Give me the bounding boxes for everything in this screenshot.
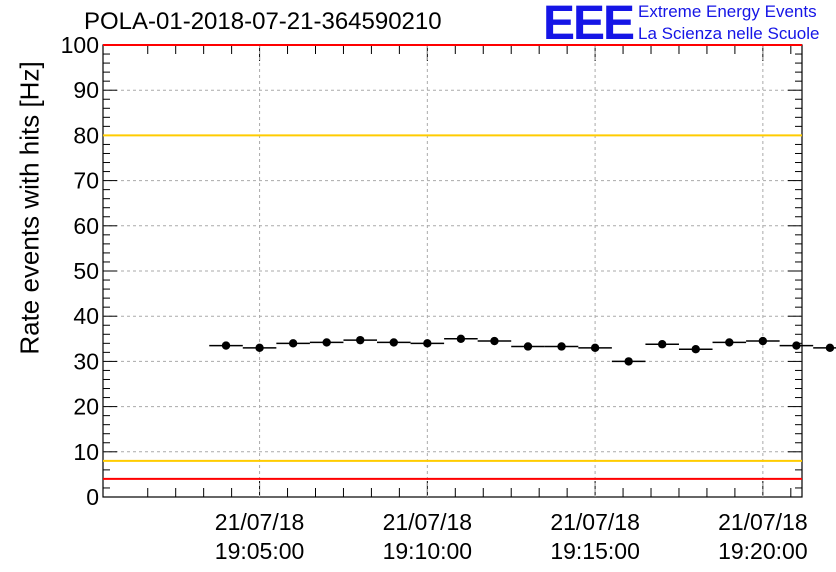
y-tick-label: 30 bbox=[73, 348, 99, 374]
y-tick-label: 10 bbox=[73, 439, 99, 465]
y-tick-label: 20 bbox=[73, 394, 99, 420]
data-point bbox=[255, 343, 264, 353]
data-point bbox=[557, 342, 566, 351]
data-point bbox=[624, 357, 633, 366]
x-tick-time-label: 19:10:00 bbox=[383, 538, 473, 564]
y-tick-label: 90 bbox=[73, 77, 99, 103]
x-tick-time-label: 19:20:00 bbox=[718, 538, 808, 564]
data-point bbox=[389, 338, 398, 347]
data-point bbox=[490, 336, 499, 346]
x-tick-date-label: 21/07/18 bbox=[383, 509, 473, 535]
data-point bbox=[825, 343, 835, 353]
y-tick-label: 40 bbox=[73, 303, 99, 329]
y-tick-label: 60 bbox=[73, 213, 99, 239]
data-point bbox=[658, 340, 667, 349]
data-point bbox=[423, 339, 432, 348]
x-tick-date-label: 21/07/18 bbox=[215, 509, 305, 535]
data-point bbox=[456, 334, 466, 343]
y-tick-label: 0 bbox=[86, 484, 99, 510]
y-tick-label: 80 bbox=[73, 122, 99, 148]
x-tick-date-label: 21/07/18 bbox=[550, 509, 640, 535]
data-point bbox=[691, 344, 700, 354]
y-tick-label: 70 bbox=[73, 168, 99, 194]
logo-line-1: Extreme Energy Events bbox=[638, 2, 817, 21]
x-tick-time-label: 19:15:00 bbox=[550, 538, 640, 564]
data-point bbox=[725, 338, 734, 347]
data-point bbox=[221, 341, 231, 350]
y-tick-label: 50 bbox=[73, 258, 99, 284]
data-point bbox=[792, 341, 801, 350]
y-tick-label: 100 bbox=[61, 32, 99, 58]
x-tick-date-label: 21/07/18 bbox=[718, 509, 808, 535]
logo-line-2: La Scienza nelle Scuole bbox=[638, 24, 820, 43]
data-point bbox=[288, 339, 298, 348]
x-tick-time-label: 19:05:00 bbox=[215, 538, 305, 564]
data-point bbox=[356, 335, 365, 345]
data-point bbox=[590, 343, 600, 353]
data-point bbox=[758, 336, 768, 346]
data-point bbox=[322, 338, 331, 347]
eee-logo: EEE bbox=[543, 0, 635, 50]
data-point bbox=[523, 342, 533, 351]
chart-title: POLA-01-2018-07-21-364590210 bbox=[84, 8, 442, 35]
